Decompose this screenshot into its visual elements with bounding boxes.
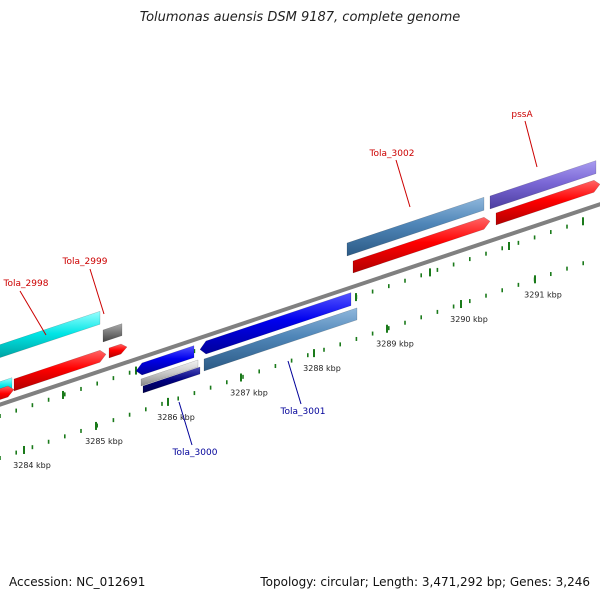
label-layer: Tola_2998 Tola_2999 Tola_3002 pssA Tola_3000… xyxy=(3,110,538,458)
gene-feature-tola-3000 xyxy=(140,359,199,387)
cds-feature-pssa xyxy=(495,179,600,226)
tick-label: 3288 kbp xyxy=(303,364,341,373)
track-layer xyxy=(0,202,600,407)
cds-feature-tola-2998 xyxy=(13,350,107,392)
tick-label: 3289 kbp xyxy=(376,340,414,349)
tick-layer: 3284 kbp 3285 kbp 3286 kbp 3287 kbp 3288 kbp… xyxy=(0,217,585,470)
label-leader-line xyxy=(178,401,193,446)
label-leader-line xyxy=(524,120,538,168)
cds-feature-tola-3002 xyxy=(352,216,491,274)
gene-label: Tola_3000 xyxy=(172,448,218,458)
cds-feature-tola-2999 xyxy=(108,343,128,359)
tick-label: 3284 kbp xyxy=(13,461,51,470)
tick-label: 3285 kbp xyxy=(85,437,123,446)
label-leader-line xyxy=(395,159,411,208)
label-leader-line xyxy=(19,290,47,336)
tick-label: 3287 kbp xyxy=(230,389,268,398)
gene-feature-pssa xyxy=(489,160,597,210)
gene-label: Tola_3002 xyxy=(369,149,415,159)
genome-summary-text: Topology: circular; Length: 3,471,292 bp… xyxy=(260,575,590,589)
cds-feature-tola-3001 xyxy=(199,292,352,355)
label-leader-line xyxy=(89,268,105,315)
genome-backbone xyxy=(0,202,600,407)
label-leader-line xyxy=(287,360,302,405)
accession-text: Accession: NC_012691 xyxy=(9,575,146,589)
gene-feature-tola-3001 xyxy=(203,307,358,372)
gene-label: Tola_2999 xyxy=(62,257,108,267)
tick-label: 3286 kbp xyxy=(157,413,195,422)
gene-feature-tola-3002 xyxy=(346,196,485,257)
gene-label: pssA xyxy=(511,110,533,120)
cds-feature-tola-2997 xyxy=(0,385,15,400)
feature-layer xyxy=(0,160,600,400)
tick-label: 3290 kbp xyxy=(450,315,488,324)
gene-label: Tola_3001 xyxy=(280,407,326,417)
gene-feature-tola-2998 xyxy=(0,310,101,358)
cds-feature-tola-3000 xyxy=(135,345,195,376)
gene-feature-tola-3000-lower xyxy=(142,366,201,394)
tick-label: 3291 kbp xyxy=(524,290,562,299)
map-title: Tolumonas auensis DSM 9187, complete gen… xyxy=(139,10,461,25)
gene-feature-tola-2999 xyxy=(102,323,123,343)
gene-label: Tola_2998 xyxy=(3,279,49,289)
